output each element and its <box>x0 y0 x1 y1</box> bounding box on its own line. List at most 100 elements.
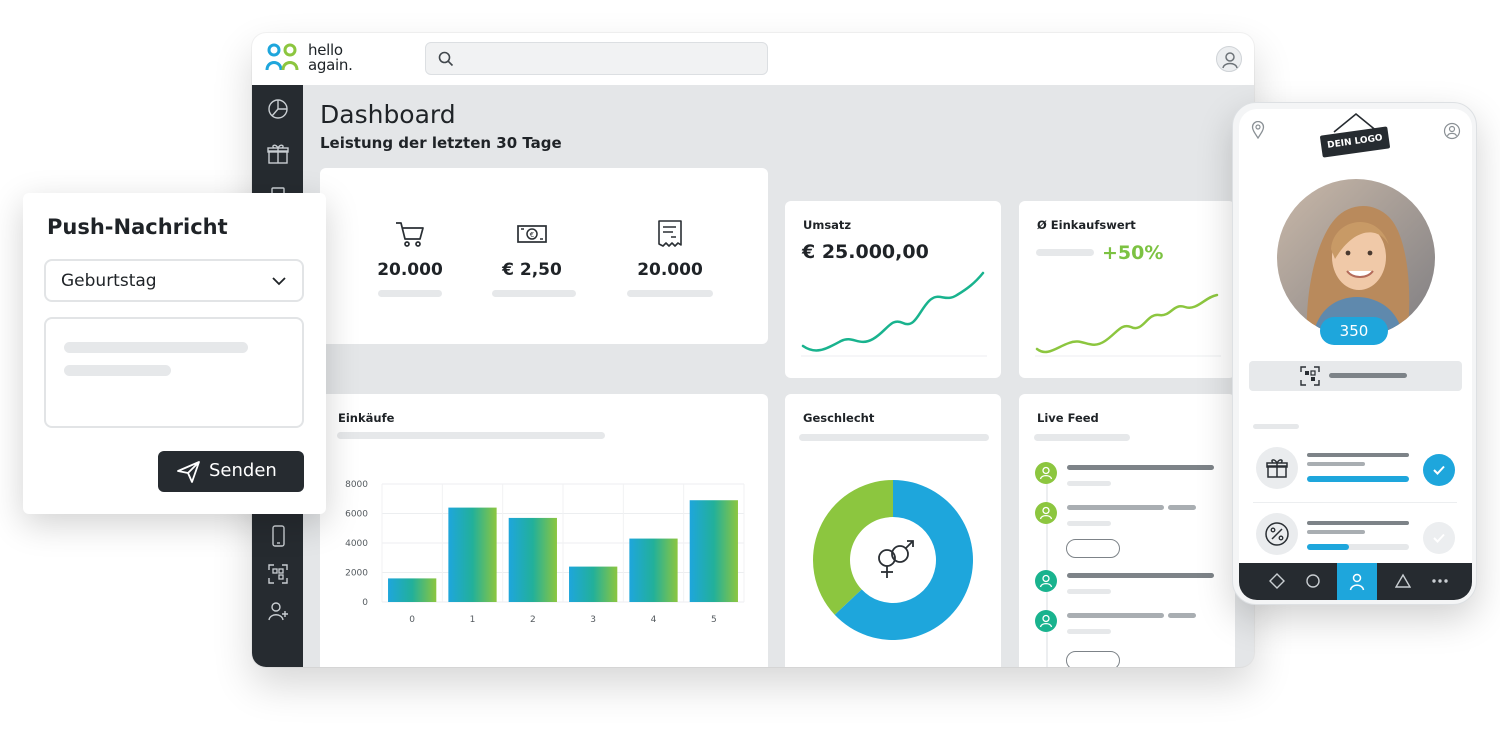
profile-photo <box>1277 179 1435 337</box>
nav-diamond[interactable] <box>1257 563 1297 600</box>
check-icon-inactive[interactable] <box>1423 522 1455 554</box>
feed-item[interactable] <box>1035 462 1225 490</box>
y-tick-label: 8000 <box>345 480 368 490</box>
bar[interactable] <box>448 507 497 602</box>
location-pin-icon[interactable] <box>1251 121 1265 139</box>
triangle-icon <box>1395 573 1411 588</box>
send-button-label: Senden <box>209 460 277 481</box>
cart-icon <box>396 222 424 247</box>
placeholder-line <box>1307 521 1409 525</box>
diamond-icon <box>1269 573 1285 589</box>
gift-icon[interactable] <box>266 142 290 166</box>
user-avatar-icon <box>1035 462 1057 484</box>
brand-logo[interactable]: hello again. <box>264 43 353 73</box>
placeholder-line <box>1307 530 1365 534</box>
qr-code-icon[interactable] <box>266 562 290 586</box>
einkaeufe-card: Einkäufe 0 2000 4000 6000 8000 0 1 2 3 4 5 <box>320 394 768 667</box>
user-profile-icon[interactable] <box>1216 46 1242 72</box>
placeholder-line <box>1067 589 1111 594</box>
bar[interactable] <box>689 500 738 602</box>
einkaufswert-sparkline <box>1035 293 1221 357</box>
phone-mockup: DEIN LOGO 350 <box>1232 102 1477 605</box>
brand-name-line2: again. <box>308 56 353 74</box>
y-tick-label: 6000 <box>345 510 368 520</box>
bar[interactable] <box>508 517 557 602</box>
feed-item[interactable] <box>1035 610 1225 638</box>
main-content: Dashboard Leistung der letzten 30 Tage 2… <box>303 85 1254 667</box>
growth-value: +50% <box>1102 242 1164 264</box>
phone-screen: DEIN LOGO 350 <box>1239 109 1472 600</box>
logo-hanger-icon <box>1333 112 1379 133</box>
bar[interactable] <box>569 566 618 602</box>
placeholder-line <box>1067 613 1164 618</box>
svg-text:€: € <box>530 231 534 239</box>
occasion-select[interactable]: Geburtstag <box>44 259 304 302</box>
user-icon <box>1349 573 1365 591</box>
placeholder-line <box>1067 505 1164 510</box>
qr-code-button[interactable] <box>1249 361 1462 391</box>
placeholder-line <box>1168 505 1196 510</box>
profile-icon[interactable] <box>1443 122 1461 140</box>
more-icon <box>1432 579 1448 583</box>
bar[interactable] <box>388 578 437 602</box>
brand-logo-icon <box>265 43 299 71</box>
gift-icon <box>1266 459 1288 478</box>
placeholder-line <box>1067 481 1111 486</box>
placeholder-line <box>1329 373 1407 378</box>
nav-more[interactable] <box>1419 563 1459 600</box>
donut-slice[interactable] <box>813 480 893 615</box>
x-tick-label: 2 <box>530 615 536 625</box>
geschlecht-card: Geschlecht <box>785 394 1001 667</box>
x-tick-label: 1 <box>470 615 476 625</box>
user-avatar-icon <box>1035 570 1057 592</box>
receipt-icon <box>658 220 682 247</box>
kpi-card: 20.000 € € 2,50 20.000 <box>320 168 768 344</box>
chevron-down-icon <box>272 277 286 286</box>
umsatz-sparkline <box>801 271 987 357</box>
placeholder-line <box>1067 573 1214 578</box>
bar[interactable] <box>629 538 678 602</box>
push-title: Push-Nachricht <box>47 215 228 239</box>
points-badge: 350 <box>1320 317 1388 345</box>
placeholder-line <box>1067 521 1111 526</box>
bottom-navigation <box>1239 563 1472 600</box>
x-tick-label: 3 <box>590 615 596 625</box>
message-textarea[interactable] <box>44 317 304 428</box>
card-title: Geschlecht <box>803 411 875 425</box>
reward-icon-wrap <box>1256 447 1298 489</box>
dashboard-window: hello again. <box>252 33 1254 667</box>
add-user-icon[interactable] <box>266 599 290 623</box>
banknote-icon: € <box>517 225 547 243</box>
feed-item[interactable] <box>1035 502 1225 530</box>
check-icon[interactable] <box>1423 454 1455 486</box>
placeholder-line <box>1253 424 1299 429</box>
reward-item-gift[interactable] <box>1239 443 1472 493</box>
placeholder-line <box>1067 465 1214 470</box>
nav-profile[interactable] <box>1337 563 1377 600</box>
donut-slice[interactable] <box>834 480 973 640</box>
placeholder-line <box>64 365 171 376</box>
reward-item-discount[interactable] <box>1239 511 1472 561</box>
nav-triangle[interactable] <box>1383 563 1423 600</box>
feed-pill <box>1066 539 1120 558</box>
circle-icon <box>1306 574 1320 588</box>
send-icon <box>177 461 200 483</box>
x-tick-label: 0 <box>409 615 415 625</box>
placeholder-line <box>1036 249 1094 256</box>
y-tick-label: 2000 <box>345 569 368 579</box>
feed-item[interactable] <box>1035 570 1225 598</box>
qr-code-icon <box>1300 366 1320 386</box>
umsatz-card: Umsatz € 25.000,00 <box>785 201 1001 378</box>
placeholder-line <box>627 290 713 297</box>
mobile-icon[interactable] <box>266 524 290 548</box>
brand-name-line1: hello <box>308 41 343 59</box>
send-button[interactable]: Senden <box>158 451 304 492</box>
search-input[interactable] <box>425 42 768 75</box>
progress-bar-track <box>1307 544 1409 550</box>
user-avatar-icon <box>1035 502 1057 524</box>
analytics-icon[interactable] <box>266 97 290 121</box>
card-title: Live Feed <box>1037 411 1099 425</box>
y-tick-label: 0 <box>362 598 368 608</box>
nav-circle[interactable] <box>1293 563 1333 600</box>
donut-chart <box>813 480 973 640</box>
